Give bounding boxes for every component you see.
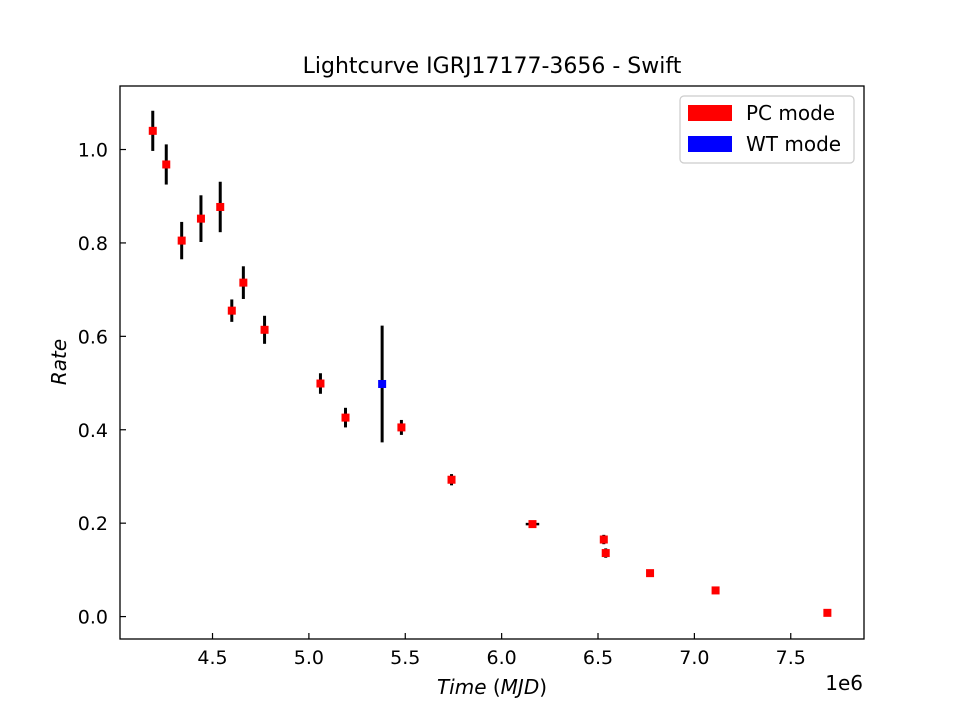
legend: PC mode WT mode [679, 95, 855, 164]
x-offset-label: 1e6 [825, 671, 863, 695]
data-point-pc [148, 126, 157, 135]
x-axis-label: Time (MJD) [437, 675, 547, 699]
y-axis-ticks: 0.0 0.2 0.4 0.6 0.8 1.0 [78, 140, 126, 629]
data-point-pc [397, 423, 406, 432]
data-point-pc [196, 214, 205, 223]
y-tick-label: 0.4 [78, 420, 108, 442]
x-tick-label: 7.5 [776, 647, 806, 669]
x-tick-label: 5.0 [294, 647, 324, 669]
x-tick-label: 4.5 [197, 647, 227, 669]
data-point-pc [162, 160, 171, 169]
data-point-pc [227, 306, 236, 315]
x-axis-label-unit: MJD [501, 675, 540, 699]
x-tick-label: 6.0 [487, 647, 517, 669]
legend-label-wt: WT mode [746, 132, 841, 156]
data-point-pc [216, 202, 225, 211]
y-tick-label: 0.8 [78, 233, 108, 255]
data-point-pc [646, 569, 655, 578]
y-tick-label: 0.6 [78, 326, 108, 348]
data-point-pc [823, 608, 832, 617]
x-tick-label: 6.5 [583, 647, 613, 669]
data-point-pc [711, 586, 720, 595]
data-point-pc [601, 549, 610, 558]
legend-label-pc: PC mode [746, 101, 835, 125]
plot-area: 4.5 5.0 5.5 6.0 6.5 7.0 7.5 0.0 0.2 0.4 0.6 0.8 1.0 [78, 85, 865, 669]
data-point-pc [528, 520, 537, 529]
x-axis-label-main: Time [437, 675, 487, 699]
x-tick-label: 5.5 [390, 647, 420, 669]
y-axis-label: Rate [47, 339, 71, 385]
data-point-pc [260, 325, 269, 334]
data-point-pc [177, 236, 186, 245]
y-tick-label: 0.2 [78, 513, 108, 535]
data-point-pc [316, 379, 325, 388]
data-point-wt [378, 379, 387, 388]
data-markers [148, 126, 832, 617]
x-tick-label: 7.0 [679, 647, 709, 669]
x-axis-ticks: 4.5 5.0 5.5 6.0 6.5 7.0 7.5 [197, 633, 806, 669]
data-point-pc [341, 413, 350, 422]
data-point-pc [239, 278, 248, 287]
data-point-pc [447, 475, 456, 484]
axes-frame [119, 85, 865, 640]
legend-swatch-wt [688, 136, 732, 152]
y-tick-label: 0.0 [78, 607, 108, 629]
legend-swatch-pc [688, 105, 732, 121]
chart-title: Lightcurve IGRJ17177-3656 - Swift [303, 54, 682, 79]
y-tick-label: 1.0 [78, 140, 108, 162]
data-point-pc [599, 535, 608, 544]
